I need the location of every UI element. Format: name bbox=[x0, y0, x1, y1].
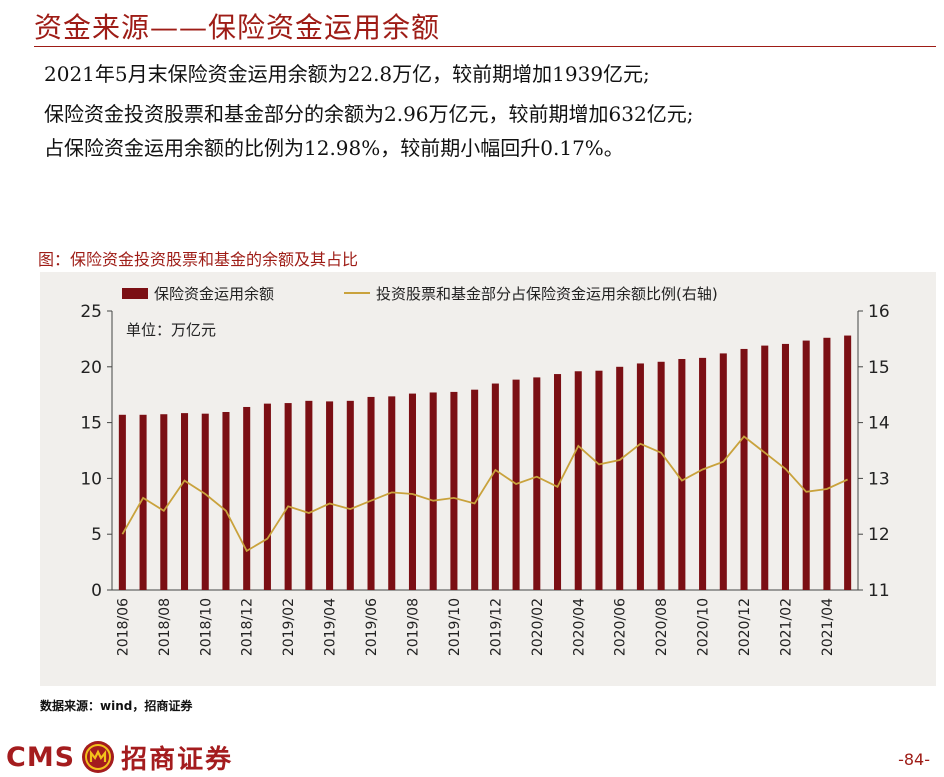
x-tick-label: 2021/04 bbox=[820, 598, 836, 656]
bar bbox=[450, 391, 458, 590]
right-tick-label: 16 bbox=[868, 302, 890, 322]
bar bbox=[346, 400, 354, 590]
bar bbox=[595, 370, 603, 590]
x-tick-label: 2018/12 bbox=[240, 598, 256, 656]
cms-emblem-icon bbox=[82, 741, 115, 773]
right-tick-label: 12 bbox=[868, 525, 890, 545]
bar bbox=[719, 353, 727, 590]
bar bbox=[181, 413, 189, 590]
left-tick-label: 25 bbox=[80, 302, 102, 322]
x-tick-label: 2018/10 bbox=[198, 598, 214, 656]
left-tick-label: 10 bbox=[80, 469, 102, 489]
bar bbox=[657, 361, 665, 590]
x-tick-label: 2019/04 bbox=[323, 598, 339, 656]
legend-bar-label: 保险资金运用余额 bbox=[154, 285, 274, 303]
left-tick-label: 5 bbox=[91, 525, 102, 545]
page-title: 资金来源——保险资金运用余额 bbox=[34, 11, 441, 44]
source-note: 数据来源：wind，招商证券 bbox=[40, 699, 193, 713]
line-series-group bbox=[121, 435, 848, 553]
right-tick-label: 14 bbox=[868, 414, 890, 434]
x-tick-label: 2019/06 bbox=[364, 598, 380, 656]
bar bbox=[844, 335, 852, 590]
bar bbox=[367, 396, 375, 590]
x-tick-label: 2019/02 bbox=[281, 598, 297, 656]
unit-label: 单位：万亿元 bbox=[126, 321, 216, 339]
bar bbox=[761, 345, 769, 590]
bar bbox=[802, 340, 810, 590]
x-axis-ticks: 2018/06 2018/08 2018/10 2018/12 2019/02 2019/… bbox=[115, 598, 836, 656]
summary-line-1: 2021年5月末保险资金运用余额为22.8万亿，较前期增加1939亿元; bbox=[44, 62, 650, 86]
legend-bar-swatch bbox=[122, 288, 148, 299]
left-tick-label: 20 bbox=[80, 358, 102, 378]
bar bbox=[118, 414, 126, 590]
bar bbox=[408, 393, 416, 590]
bar bbox=[263, 403, 271, 590]
summary-line-2: 保险资金投资股票和基金部分的余额为2.96万亿元，较前期增加632亿元; bbox=[44, 102, 694, 126]
bar bbox=[781, 343, 789, 590]
page-number: -84- bbox=[898, 750, 930, 769]
left-tick-label: 15 bbox=[80, 414, 102, 434]
x-tick-label: 2019/08 bbox=[405, 598, 421, 656]
bar bbox=[740, 348, 748, 590]
logo-latin: CMS bbox=[6, 741, 76, 773]
summary-line-3: 占保险资金运用余额的比例为12.98%，较前期小幅回升0.17%。 bbox=[44, 136, 624, 160]
x-tick-label: 2019/10 bbox=[447, 598, 463, 656]
bar bbox=[678, 358, 686, 590]
bar bbox=[201, 413, 209, 590]
left-tick-label: 0 bbox=[91, 581, 102, 601]
x-tick-label: 2020/12 bbox=[737, 598, 753, 656]
bar bbox=[636, 363, 644, 590]
x-tick-label: 2020/08 bbox=[654, 598, 670, 656]
bar bbox=[305, 400, 313, 590]
bar bbox=[326, 401, 334, 590]
bar bbox=[823, 337, 831, 590]
right-tick-label: 15 bbox=[868, 358, 890, 378]
bar bbox=[139, 414, 147, 590]
figure-caption: 图：保险资金投资股票和基金的余额及其占比 bbox=[38, 250, 359, 269]
bar bbox=[491, 383, 499, 590]
bar-series bbox=[118, 335, 852, 590]
bar bbox=[699, 357, 707, 590]
x-tick-label: 2020/04 bbox=[571, 598, 587, 656]
bar bbox=[222, 411, 230, 590]
x-tick-label: 2019/12 bbox=[488, 598, 504, 656]
x-tick-label: 2020/06 bbox=[613, 598, 629, 656]
x-tick-label: 2018/06 bbox=[115, 598, 131, 656]
left-axis-ticks: 0 5 10 15 20 25 bbox=[80, 302, 112, 601]
chart-panel: 保险资金运用余额 投资股票和基金部分占保险资金运用余额比例(右轴) 单位：万亿元… bbox=[40, 272, 936, 686]
bar bbox=[554, 374, 562, 590]
company-logo: CMS 招商证券 bbox=[6, 740, 234, 775]
legend-line-label: 投资股票和基金部分占保险资金运用余额比例(右轴) bbox=[376, 285, 718, 303]
bar bbox=[160, 414, 168, 590]
x-tick-label: 2021/02 bbox=[778, 598, 794, 656]
title-divider bbox=[34, 46, 936, 47]
ratio-line bbox=[121, 435, 848, 553]
right-tick-label: 11 bbox=[868, 581, 890, 601]
logo-chinese: 招商证券 bbox=[121, 744, 234, 775]
bar bbox=[284, 403, 292, 590]
chart-svg: 保险资金运用余额 投资股票和基金部分占保险资金运用余额比例(右轴) 单位：万亿元… bbox=[80, 285, 890, 656]
x-tick-label: 2020/02 bbox=[530, 598, 546, 656]
bar bbox=[533, 377, 541, 590]
x-tick-label: 2020/10 bbox=[696, 598, 712, 656]
bar bbox=[429, 392, 437, 590]
bar bbox=[471, 389, 479, 590]
bar bbox=[574, 371, 582, 590]
bar bbox=[243, 406, 251, 590]
x-tick-label: 2018/08 bbox=[157, 598, 173, 656]
bar bbox=[616, 366, 624, 590]
right-axis-ticks: 11 12 13 14 15 16 bbox=[858, 302, 890, 601]
right-tick-label: 13 bbox=[868, 469, 890, 489]
